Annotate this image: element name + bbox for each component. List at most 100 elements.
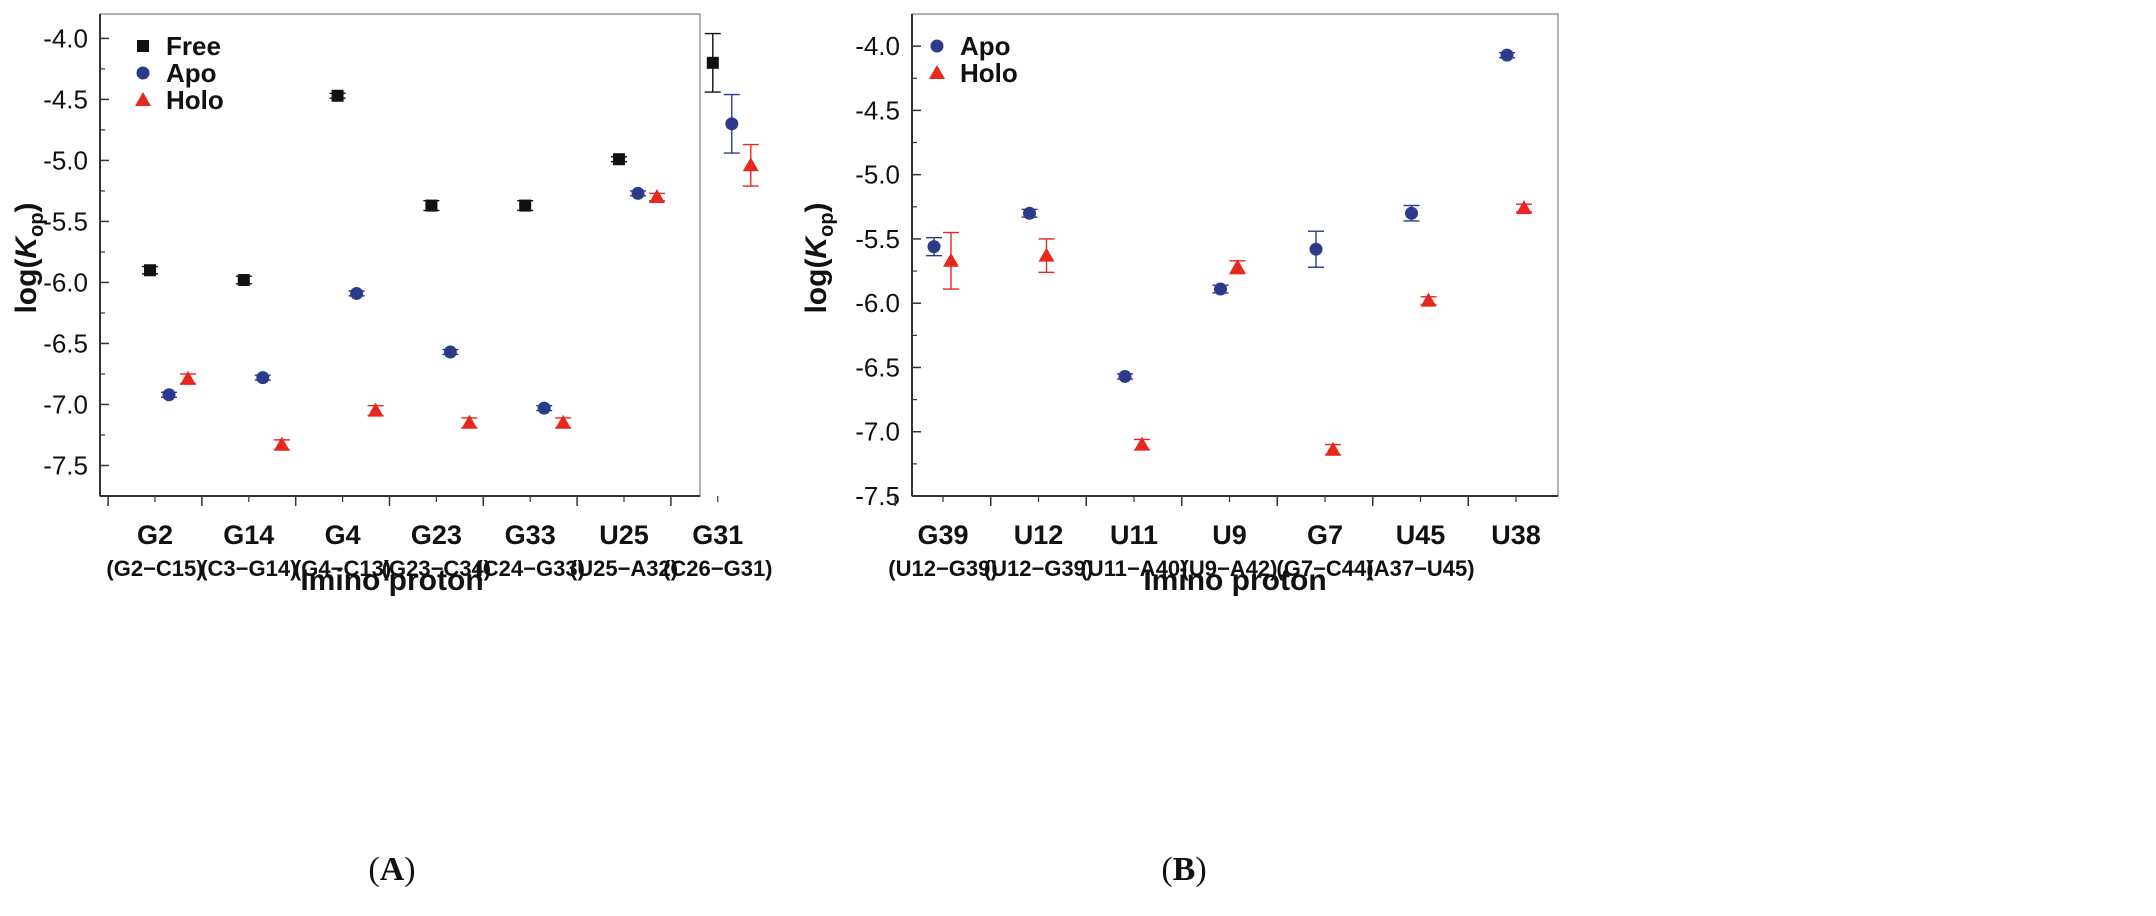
data-point-holo bbox=[1229, 259, 1246, 274]
data-point-apo bbox=[1214, 282, 1227, 296]
data-point-holo bbox=[1325, 441, 1341, 456]
legend-label-holo: Holo bbox=[960, 58, 1018, 88]
data-point-free bbox=[331, 89, 344, 102]
legend-box bbox=[925, 31, 1039, 91]
data-point-holo bbox=[367, 402, 384, 417]
data-point-holo bbox=[461, 414, 478, 429]
data-point-holo bbox=[943, 252, 959, 267]
y-axis-title: log(Kop) bbox=[10, 202, 48, 313]
panel-label-open: ( bbox=[1161, 851, 1172, 888]
x-basepair-label: (C26−G31) bbox=[663, 556, 772, 581]
panel-label-close: ) bbox=[1195, 851, 1206, 888]
y-tick-label: -5.0 bbox=[43, 145, 88, 175]
x-category-label: G7 bbox=[1307, 520, 1343, 550]
x-category-label: U12 bbox=[1014, 520, 1064, 550]
y-tick-label: -7.0 bbox=[43, 389, 88, 419]
x-basepair-label: (A37−U45) bbox=[1366, 556, 1474, 581]
y-axis-title-variable: K bbox=[10, 235, 43, 259]
x-axis-title: Imino proton bbox=[1143, 564, 1326, 597]
x-category-label: G4 bbox=[325, 520, 361, 550]
x-category-label: G14 bbox=[223, 520, 274, 550]
y-axis-title-variable: K bbox=[800, 235, 833, 259]
y-axis-title-subscript: op bbox=[816, 212, 838, 236]
x-category-label: U38 bbox=[1491, 520, 1541, 550]
data-point-holo bbox=[742, 157, 759, 172]
data-point-apo bbox=[162, 388, 176, 402]
data-point-free bbox=[237, 274, 250, 287]
data-point-holo bbox=[555, 414, 572, 429]
legend-marker-free bbox=[137, 40, 149, 52]
x-category-label: G23 bbox=[411, 520, 462, 550]
x-basepair-label: (G2−C15) bbox=[106, 556, 203, 581]
x-basepair-label: (G4−C13) bbox=[294, 556, 391, 581]
data-point-free bbox=[706, 56, 719, 69]
x-axis-title: Imino proton bbox=[300, 564, 483, 597]
panel-label: (A) bbox=[368, 851, 415, 888]
data-point-apo bbox=[350, 286, 364, 300]
x-basepair-label: (U25−A32) bbox=[570, 556, 678, 581]
y-axis-title-suffix: ) bbox=[10, 202, 43, 212]
y-tick-label: -4.0 bbox=[43, 23, 88, 53]
panel-label-letter: B bbox=[1173, 851, 1196, 888]
y-axis-title-prefix: log( bbox=[800, 259, 833, 314]
x-category-label: G2 bbox=[137, 520, 173, 550]
x-basepair-label: (G7−C44) bbox=[1276, 556, 1373, 581]
y-axis-title-subscript: op bbox=[26, 212, 48, 236]
data-point-holo bbox=[273, 436, 290, 451]
legend-label-free: Free bbox=[166, 31, 221, 61]
y-tick-label: -4.5 bbox=[43, 84, 88, 114]
data-point-holo bbox=[649, 189, 665, 204]
legend-label-holo: Holo bbox=[166, 85, 224, 115]
data-point-free bbox=[519, 199, 532, 212]
data-point-holo bbox=[1038, 247, 1055, 262]
y-axis-title: log(Kop) bbox=[800, 202, 838, 313]
legend-marker-holo bbox=[135, 92, 151, 106]
data-point-holo bbox=[1134, 436, 1150, 451]
y-tick-label: -4.5 bbox=[855, 95, 900, 125]
x-category-label: G39 bbox=[917, 520, 968, 550]
legend-label-apo: Apo bbox=[166, 58, 217, 88]
y-tick-label: -5.5 bbox=[855, 224, 900, 254]
x-category-label: U11 bbox=[1110, 520, 1158, 550]
y-tick-label: -5.0 bbox=[855, 160, 900, 190]
x-category-label: U9 bbox=[1212, 520, 1247, 550]
y-tick-label: -6.0 bbox=[43, 267, 88, 297]
legend-marker-apo bbox=[930, 39, 944, 53]
y-tick-label: -5.5 bbox=[43, 206, 88, 236]
data-point-free bbox=[613, 153, 625, 166]
data-point-apo bbox=[725, 117, 739, 131]
x-basepair-label: (U9−A42) bbox=[1182, 556, 1278, 581]
data-point-apo bbox=[1309, 242, 1323, 256]
legend-box bbox=[131, 31, 245, 115]
data-point-apo bbox=[256, 371, 270, 385]
data-point-apo bbox=[443, 345, 457, 359]
panel-label-open: ( bbox=[368, 851, 379, 888]
data-point-apo bbox=[1023, 206, 1036, 220]
y-axis-title-suffix: ) bbox=[800, 202, 833, 212]
data-point-apo bbox=[1405, 206, 1418, 220]
y-tick-label: -7.5 bbox=[855, 481, 900, 511]
panel-b-chart: -4.0 -4.5 -5.0 -5.5 -6.0 -6.5 -7.0 -7.5 G39 (U12−… bbox=[800, 13, 1559, 888]
data-point-holo bbox=[180, 370, 196, 385]
y-tick-label: -6.5 bbox=[43, 328, 88, 358]
y-tick-label: -6.0 bbox=[855, 288, 900, 318]
panel-label-close: ) bbox=[404, 851, 415, 888]
data-point-apo bbox=[1118, 369, 1132, 383]
x-category-label: G31 bbox=[692, 520, 743, 550]
panel-a-chart: -4.0 -4.5 -5.0 -5.5 -6.0 -6.5 -7.0 -7.5 G2 (G2−C1… bbox=[10, 13, 773, 888]
data-point-apo bbox=[927, 240, 941, 254]
data-point-apo bbox=[537, 401, 551, 415]
data-point-apo bbox=[1500, 48, 1514, 62]
legend-label-apo: Apo bbox=[960, 31, 1011, 61]
x-basepair-label: (C3−G14) bbox=[200, 556, 297, 581]
x-category-label: U25 bbox=[599, 520, 649, 550]
panel-label-letter: A bbox=[380, 851, 405, 888]
data-point-free bbox=[425, 199, 438, 212]
y-tick-label: -7.0 bbox=[855, 417, 900, 447]
y-tick-label: -6.5 bbox=[855, 352, 900, 382]
x-category-label: G33 bbox=[505, 520, 556, 550]
x-category-label: U45 bbox=[1396, 520, 1446, 550]
y-tick-label: -4.0 bbox=[855, 31, 900, 61]
